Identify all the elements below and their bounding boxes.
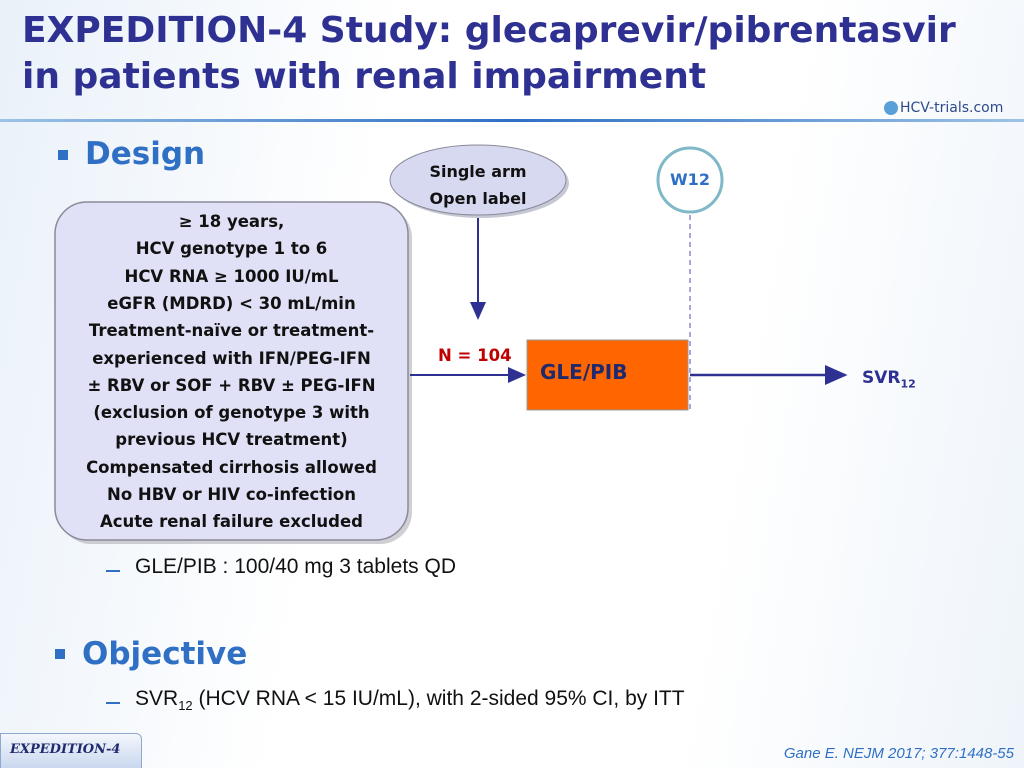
objective-text: SVR12 (HCV RNA < 15 IU/mL), with 2-sided… xyxy=(135,687,685,713)
dash xyxy=(106,702,120,704)
sample-size: N = 104 xyxy=(438,346,512,365)
criteria-line: HCV RNA ≥ 1000 IU/mL xyxy=(124,266,339,286)
timepoint: W12 xyxy=(670,170,710,189)
logo: HCV-trials.com xyxy=(900,100,1004,116)
criteria-line: Treatment-naïve or treatment- xyxy=(88,321,375,341)
bubble-line: Single arm xyxy=(429,162,527,181)
endpoint-sub: 12 xyxy=(900,377,916,391)
endpoint: SVR12 xyxy=(862,368,916,390)
title-line: in patients with renal impairment xyxy=(22,56,707,97)
header-rule xyxy=(0,119,1024,122)
criteria-line: No HBV or HIV co-infection xyxy=(107,485,356,504)
criteria-line: Compensated cirrhosis allowed xyxy=(86,457,377,477)
citation: Gane E. NEJM 2017; 377:1448-55 xyxy=(783,745,1014,762)
bubble-text: Single arm Open label xyxy=(398,158,558,212)
objective-sub: 12 xyxy=(178,698,193,714)
arm-box xyxy=(526,339,689,411)
criteria-line: HCV genotype 1 to 6 xyxy=(135,239,328,259)
bubble xyxy=(389,144,567,216)
bullet xyxy=(58,150,68,160)
criteria-box xyxy=(54,201,409,541)
footer-tag-box xyxy=(0,733,142,768)
dosing: GLE/PIB : 100/40 mg 3 tablets QD xyxy=(135,555,456,578)
criteria-line: Acute renal failure excluded xyxy=(99,512,363,532)
bubble-line: Open label xyxy=(429,189,527,208)
criteria-line: (exclusion of genotype 3 with xyxy=(93,403,370,423)
bullet xyxy=(55,649,65,659)
footer-tag: EXPEDITION-4 xyxy=(10,742,121,757)
dash xyxy=(106,570,120,572)
objective-rest: (HCV RNA < 15 IU/mL), with 2-sided 95% C… xyxy=(198,687,685,710)
objective-main: SVR xyxy=(135,687,179,710)
criteria-line: ± RBV or SOF + RBV ± PEG-IFN xyxy=(87,375,376,395)
arm-label: GLE/PIB xyxy=(540,360,628,384)
endpoint-main: SVR xyxy=(862,368,901,388)
section-heading: Design xyxy=(85,136,206,172)
timepoint-circle xyxy=(656,146,724,214)
criteria-line: previous HCV treatment) xyxy=(115,430,348,450)
criteria-line: eGFR (MDRD) < 30 mL/min xyxy=(107,293,356,313)
logo-icon xyxy=(884,101,898,115)
title-line: EXPEDITION-4 Study: glecaprevir/pibrenta… xyxy=(22,10,956,51)
criteria-line: experienced with IFN/PEG-IFN xyxy=(92,348,371,368)
criteria-line: ≥ 18 years, xyxy=(178,212,285,231)
section-heading: Objective xyxy=(82,636,248,672)
